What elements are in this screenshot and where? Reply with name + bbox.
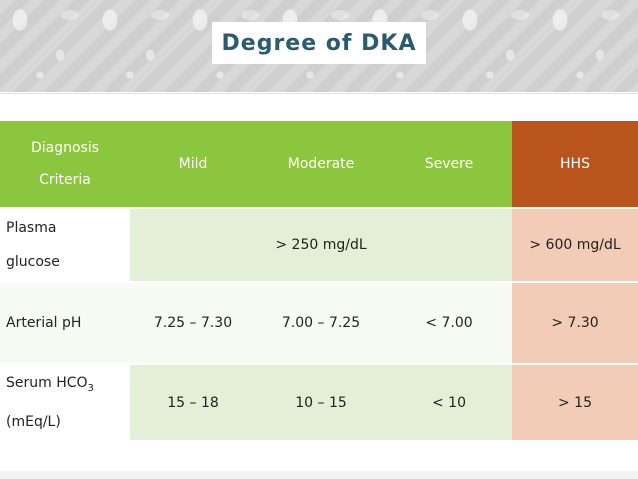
label-line1: Serum HCO: [6, 374, 88, 391]
cell-moderate-ph: 7.00 – 7.25: [256, 282, 386, 365]
table-row: Plasma glucose > 250 mg/dL > 600 mg/dL: [0, 208, 638, 283]
header-diagnosis-line2: Criteria: [39, 172, 91, 188]
label-line2: glucose: [6, 254, 60, 270]
table-row: Arterial pH 7.25 – 7.30 7.00 – 7.25 < 7.…: [0, 282, 638, 365]
label-line1: Plasma: [6, 220, 57, 236]
header-row: Diagnosis Criteria Mild Moderate Severe …: [0, 121, 638, 209]
header-diagnosis-criteria: Diagnosis Criteria: [0, 121, 130, 209]
row-label-plasma-glucose: Plasma glucose: [0, 208, 130, 283]
cell-mild-hco3: 15 – 18: [130, 364, 256, 442]
title-box: Degree of DKA: [212, 22, 426, 64]
header-moderate: Moderate: [256, 121, 386, 209]
cell-moderate-hco3: 10 – 15: [256, 364, 386, 442]
divider: [0, 93, 638, 94]
table-row: Serum HCO3 (mEq/L) 15 – 18 10 – 15 < 10 …: [0, 364, 638, 442]
row-label-arterial-ph: Arterial pH: [0, 282, 130, 365]
cell-mild-ph: 7.25 – 7.30: [130, 282, 256, 365]
label-line2: (mEq/L): [6, 414, 61, 431]
row-label-serum-hco3: Serum HCO3 (mEq/L): [0, 364, 130, 442]
header-mild: Mild: [130, 121, 256, 209]
slide-title: Degree of DKA: [221, 30, 417, 56]
cell-dka-glucose: > 250 mg/dL: [130, 208, 512, 283]
cell-hhs-ph: > 7.30: [512, 282, 638, 365]
dka-table: Diagnosis Criteria Mild Moderate Severe …: [0, 121, 638, 442]
cell-hhs-hco3: > 15: [512, 364, 638, 442]
header-diagnosis-line1: Diagnosis: [30, 140, 100, 156]
footer-band: [0, 471, 638, 479]
label-subscript: 3: [87, 382, 94, 394]
header-hhs: HHS: [512, 121, 638, 209]
cell-severe-ph: < 7.00: [386, 282, 512, 365]
cell-severe-hco3: < 10: [386, 364, 512, 442]
header-severe: Severe: [386, 121, 512, 209]
cell-hhs-glucose: > 600 mg/dL: [512, 208, 638, 283]
